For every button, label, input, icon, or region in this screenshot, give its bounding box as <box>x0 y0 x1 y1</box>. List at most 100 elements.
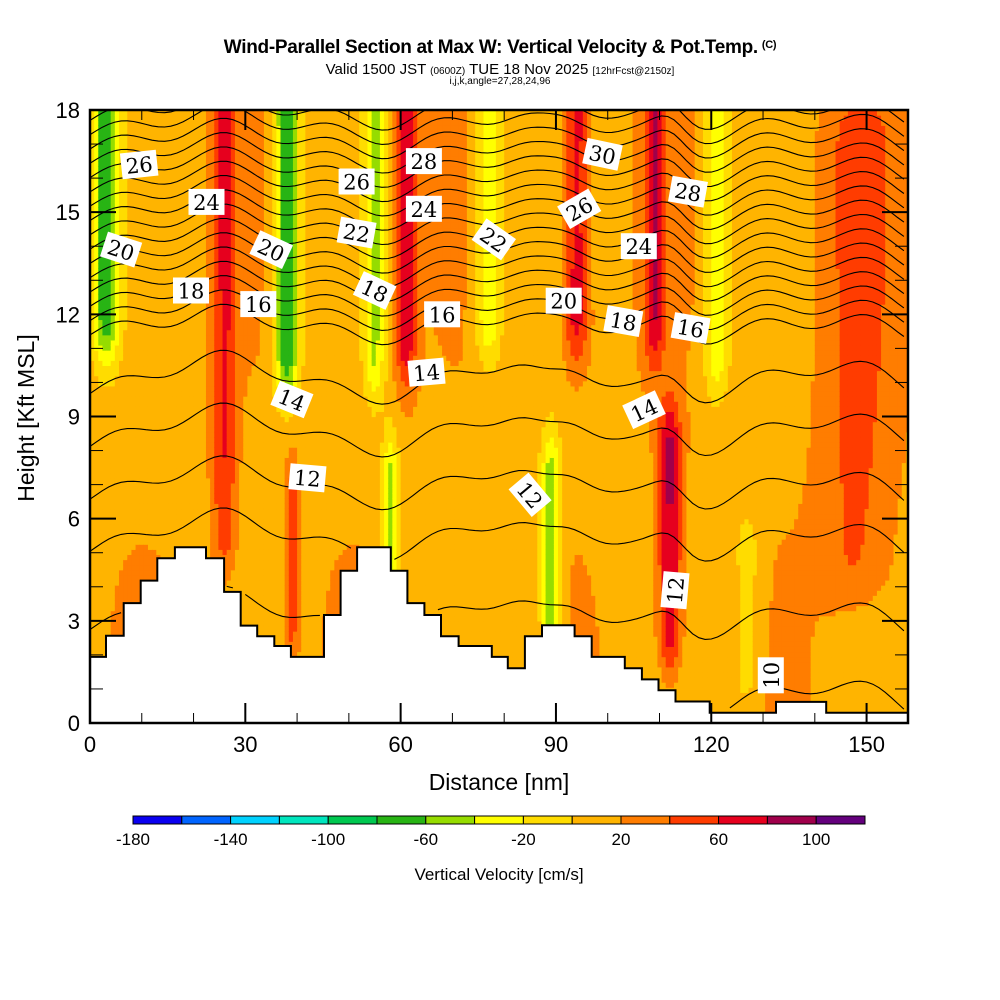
w-cell <box>181 375 186 382</box>
w-cell <box>255 324 261 331</box>
w-cell <box>255 125 261 132</box>
w-cell <box>193 406 199 412</box>
w-cell <box>98 508 104 515</box>
w-cell <box>205 237 211 244</box>
w-cell <box>90 344 95 351</box>
w-cell <box>259 416 265 423</box>
w-cell <box>189 426 195 433</box>
w-cell <box>218 528 224 535</box>
w-cell <box>94 595 99 601</box>
w-cell <box>259 615 265 622</box>
w-cell <box>172 523 178 530</box>
w-cell <box>131 411 137 418</box>
w-cell <box>222 217 228 223</box>
w-cell <box>259 585 265 591</box>
w-cell <box>189 508 195 515</box>
w-cell <box>139 278 145 285</box>
w-cell <box>255 268 261 275</box>
w-cell <box>110 278 116 285</box>
w-cell <box>247 365 253 372</box>
w-cell <box>251 508 257 515</box>
w-cell <box>94 324 99 331</box>
w-cell <box>189 375 195 382</box>
w-cell <box>243 431 248 438</box>
w-cell <box>98 564 104 571</box>
w-cell <box>164 539 170 545</box>
w-cell <box>106 319 112 326</box>
w-cell <box>251 186 257 193</box>
w-cell <box>123 564 128 571</box>
w-cell <box>106 186 112 193</box>
w-cell <box>230 452 236 458</box>
w-cell <box>201 467 207 474</box>
w-cell <box>247 472 253 479</box>
w-cell <box>139 222 145 229</box>
w-cell <box>226 135 232 142</box>
w-cell <box>156 406 162 412</box>
w-cell <box>168 278 174 285</box>
w-cell <box>172 253 178 259</box>
w-cell <box>131 436 137 443</box>
w-cell <box>251 610 257 617</box>
w-cell <box>139 196 145 203</box>
w-cell <box>131 120 137 126</box>
w-cell <box>152 457 157 464</box>
w-cell <box>259 467 265 474</box>
w-cell <box>135 426 141 433</box>
w-cell <box>168 467 174 474</box>
w-cell <box>102 600 108 607</box>
w-cell <box>259 401 265 407</box>
w-cell <box>193 416 199 423</box>
w-cell <box>201 181 207 188</box>
w-cell <box>106 130 112 137</box>
w-cell <box>234 539 240 545</box>
w-cell <box>201 227 207 234</box>
w-cell <box>214 523 219 530</box>
w-cell <box>156 488 162 494</box>
w-cell <box>210 263 215 269</box>
w-cell <box>164 421 170 428</box>
w-cell <box>135 293 141 300</box>
w-cell <box>234 431 240 438</box>
w-cell <box>110 380 116 387</box>
w-cell <box>239 503 244 510</box>
w-cell <box>156 135 162 142</box>
w-cell <box>102 232 108 239</box>
w-cell <box>98 549 104 556</box>
w-cell <box>135 145 141 152</box>
w-cell <box>234 467 240 474</box>
w-cell <box>210 380 215 387</box>
w-cell <box>222 130 228 137</box>
w-cell <box>172 360 178 367</box>
w-cell <box>230 329 236 336</box>
w-cell <box>102 503 108 510</box>
w-cell <box>230 135 236 142</box>
chart-title: Wind-Parallel Section at Max W: Vertical… <box>0 37 1000 59</box>
w-cell <box>160 360 166 367</box>
w-cell <box>168 334 174 341</box>
w-cell <box>230 431 236 438</box>
w-cell <box>110 334 116 341</box>
w-cell <box>243 370 248 377</box>
w-cell <box>197 518 203 525</box>
w-cell <box>114 120 120 126</box>
w-cell <box>147 523 153 530</box>
w-cell <box>135 390 141 397</box>
w-cell <box>94 462 99 469</box>
w-cell <box>205 304 211 310</box>
w-cell <box>114 559 120 566</box>
w-cell <box>152 329 157 336</box>
w-cell <box>205 140 211 147</box>
w-cell <box>189 370 195 377</box>
w-cell <box>176 212 182 218</box>
w-cell <box>201 115 207 121</box>
w-cell <box>160 370 166 377</box>
w-cell <box>218 232 224 239</box>
w-cell <box>147 442 153 448</box>
w-cell <box>156 493 162 499</box>
w-cell <box>218 155 224 162</box>
w-cell <box>102 186 108 193</box>
w-cell <box>218 375 224 382</box>
w-cell <box>98 115 104 121</box>
w-cell <box>110 426 116 433</box>
